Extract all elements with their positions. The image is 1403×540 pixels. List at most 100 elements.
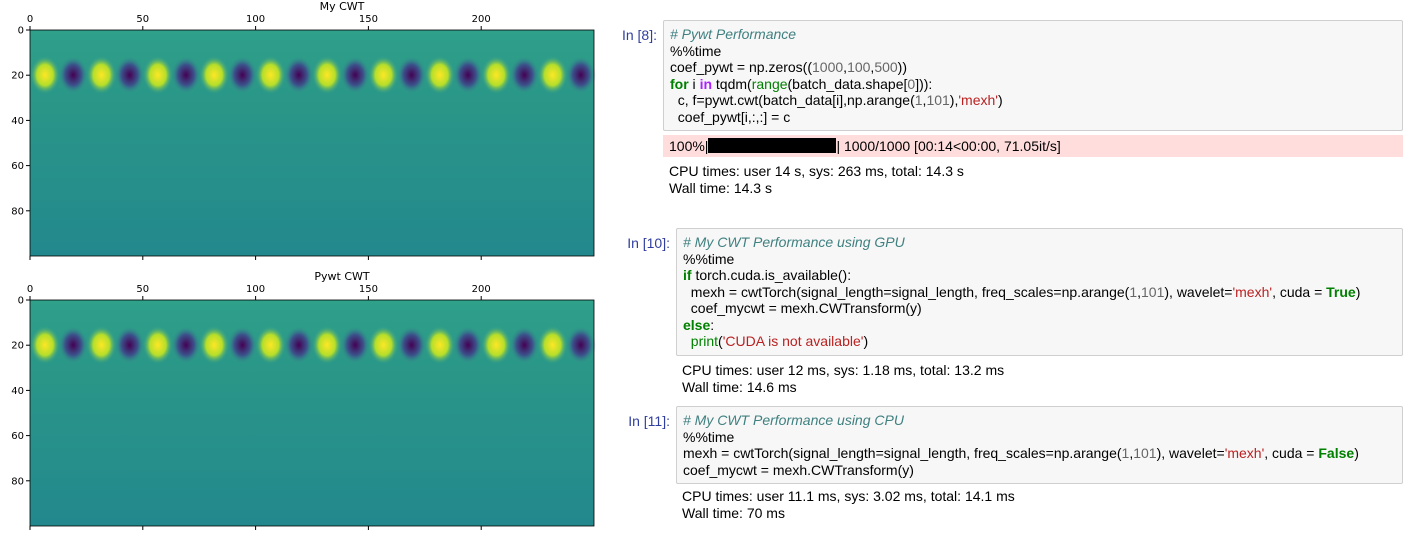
code-line: else:: [683, 317, 1396, 334]
heatmap-blob: [424, 56, 455, 94]
heatmap-blob: [114, 56, 145, 94]
code-line: %%time: [683, 251, 1396, 268]
cell-output: CPU times: user 11.1 ms, sys: 3.02 ms, t…: [682, 488, 1015, 504]
cell-output: Wall time: 14.6 ms: [682, 378, 797, 395]
code-token: ,: [843, 59, 848, 75]
heatmap-blob: [283, 326, 314, 364]
code-token: %%time: [683, 250, 735, 267]
code-token: (batch_data.shape[: [787, 75, 908, 92]
heatmap-blob: [86, 56, 117, 94]
cell-prompt: In [10]:: [627, 235, 670, 251]
code-token: c, f=pywt.cwt(batch_data[i],np.arange(: [670, 92, 915, 108]
heatmap-blob: [340, 326, 371, 364]
code-token: ])):: [915, 75, 933, 92]
heatmap-blob: [114, 326, 145, 364]
code-token: %%time: [683, 428, 735, 445]
heatmap-blob: [227, 56, 258, 94]
code-token: for: [670, 75, 689, 92]
code-token: torch.cuda.is_available():: [691, 267, 852, 283]
code-token: , cuda =: [1264, 445, 1319, 461]
code-token: (: [718, 333, 723, 349]
cell-prompt: In [8]:: [621, 27, 657, 43]
heatmap-blob: [368, 56, 399, 94]
code-line: print('CUDA is not available'): [683, 333, 1396, 350]
progress-suffix: | 1000/1000 [00:14<00:00, 71.05it/s]: [836, 138, 1061, 154]
heatmap-blob: [396, 326, 427, 364]
code-token: coef_pywt[i,:,:] = c: [670, 108, 791, 125]
code-cell: # My CWT Performance using GPU %%time if t…: [676, 228, 1403, 356]
heatmap-blob: [227, 326, 258, 364]
code-line: # Pywt Performance: [670, 26, 1396, 43]
heatmap-blob: [565, 56, 596, 94]
code-line: mexh = cwtTorch(signal_length=signal_len…: [683, 445, 1396, 462]
progress-bar: [708, 138, 837, 153]
code-token: # My CWT Performance using GPU: [683, 234, 905, 250]
code-line: %%time: [683, 429, 1396, 446]
y-tick-label: 60: [11, 431, 24, 442]
code-token: ,: [1129, 445, 1134, 461]
code-token: mexh = cwtTorch(signal_length=signal_len…: [683, 445, 1122, 461]
x-tick-label: 0: [27, 14, 33, 25]
code-token: 1: [1129, 283, 1138, 300]
heatmap-blob: [58, 326, 89, 364]
code-token: coef_mycwt = mexh.CWTransform(y): [683, 461, 914, 478]
heatmap-blob: [142, 326, 173, 364]
code-token: tqdm(: [712, 75, 752, 92]
heatmap-blob: [86, 326, 117, 364]
code-token: ,: [870, 59, 875, 75]
heatmap-blob: [283, 56, 314, 94]
x-tick-label: 0: [27, 284, 33, 295]
code-line: # My CWT Performance using CPU: [683, 412, 1396, 429]
heatmap-blob: [199, 326, 230, 364]
code-line: # My CWT Performance using GPU: [683, 234, 1396, 251]
y-tick-label: 20: [11, 71, 24, 82]
code-token: False: [1318, 445, 1355, 461]
plot-title: My CWT: [320, 0, 365, 13]
heatmap-blob: [255, 326, 286, 364]
code-token: [683, 333, 691, 349]
cell-prompt: In [11]:: [628, 413, 670, 429]
code-token: else: [683, 316, 711, 333]
code-token: 'CUDA is not available': [722, 333, 864, 349]
heatmap-blob: [453, 326, 483, 364]
progress-prefix: 100%|: [669, 138, 709, 154]
heatmap-blob: [509, 326, 540, 364]
code-line: for i in tqdm(range(batch_data.shape[0])…: [670, 76, 1396, 93]
code-token: 101: [926, 92, 950, 108]
heatmap-blob: [199, 56, 230, 94]
code-token: ): [863, 333, 869, 349]
code-token: %%time: [670, 42, 722, 59]
cell-output: Wall time: 70 ms: [682, 504, 785, 521]
y-tick-label: 20: [11, 341, 24, 352]
heatmap-blob: [396, 56, 427, 94]
heatmap-blob: [509, 56, 540, 94]
code-token: 0: [907, 75, 916, 92]
code-line: c, f=pywt.cwt(batch_data[i],np.arange(1,…: [670, 92, 1396, 109]
code-line: coef_pywt = np.zeros((1000,100,500)): [670, 59, 1396, 76]
heatmap-blob: [312, 56, 342, 94]
x-tick-label: 200: [472, 284, 491, 295]
x-tick-label: 200: [472, 14, 491, 25]
heatmap-blob: [312, 326, 342, 364]
heatmap-blob: [565, 326, 596, 364]
code-line: coef_pywt[i,:,:] = c: [670, 109, 1396, 126]
heatmap: [30, 300, 594, 526]
y-tick-label: 0: [18, 296, 24, 307]
code-token: # Pywt Performance: [670, 26, 797, 42]
code-token: # My CWT Performance using CPU: [683, 412, 904, 428]
code-token: 'mexh': [1224, 445, 1265, 461]
cell-output: CPU times: user 14 s, sys: 263 ms, total…: [669, 163, 964, 179]
y-tick-label: 40: [11, 386, 24, 397]
code-token: range: [751, 75, 788, 92]
code-token: coef_mycwt = mexh.CWTransform(y): [683, 300, 922, 316]
heatmap-blob: [171, 56, 201, 94]
code-line: coef_mycwt = mexh.CWTransform(y): [683, 300, 1396, 317]
code-cell: # My CWT Performance using CPU %%time mexh…: [676, 406, 1403, 484]
heatmap-blob: [30, 326, 60, 364]
plot-title: Pywt CWT: [314, 270, 370, 283]
progress-output: 100%| | 1000/1000 [00:14<00:00, 71.05it/s…: [663, 135, 1403, 157]
code-token: 1000: [812, 59, 844, 75]
heatmap-blob: [368, 326, 399, 364]
